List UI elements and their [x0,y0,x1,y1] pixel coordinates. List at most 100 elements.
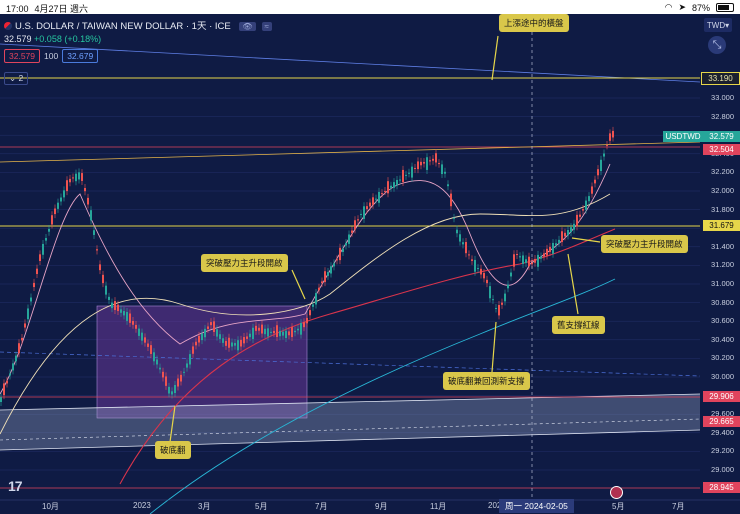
annotation-old-support[interactable]: 舊支撐紅線 [552,316,605,334]
candle-body [207,326,209,329]
candle-body [396,179,398,186]
candle-body [189,354,191,365]
candle-body [333,263,335,267]
candle-body [198,335,200,343]
tag-sup1: 29.906 [703,391,740,402]
candle-body [393,182,395,188]
trend-line-yellow [0,141,701,163]
wave-icon[interactable]: ≈ [261,22,272,31]
candle-body [327,272,329,276]
event-marker-icon[interactable] [610,486,623,499]
candle-body [0,397,2,402]
candle-body [297,328,299,331]
price-chart[interactable] [0,14,740,514]
crosshair-date: 周一 2024-02-05 [499,499,574,513]
candle-body [522,255,524,265]
candle-body [279,330,281,337]
status-bar: 17:00 4月27日 週六 ◠ ➤ 87% [0,0,740,14]
annotation-breakout2[interactable]: 突破壓力主升段開啟 [601,235,688,253]
chevron-down-icon: ▾ [725,20,730,30]
candle-body [318,287,320,291]
candle-body [123,311,125,316]
candle-body [537,254,539,267]
candle-body [63,190,65,198]
candle-body [414,167,416,169]
candle-body [426,157,428,170]
battery-text: 87% [691,2,710,13]
candle-body [474,259,476,272]
blue-dashed-line [0,351,701,377]
candle-body [462,242,464,245]
candle-body [510,272,512,277]
candle-body [249,333,251,338]
candle-body [555,243,557,246]
candle-body [591,186,593,194]
candle-body [201,333,203,341]
x-tick-label: 2024 [488,501,506,510]
ask-button[interactable]: 32.679 [62,49,99,63]
candle-body [381,193,383,195]
candle-body [456,229,458,234]
support-line-dashed [0,418,701,441]
candle-body [267,328,269,337]
candle-body [21,337,23,341]
candle-body [597,169,599,176]
candle-body [486,279,488,284]
candle-body [141,332,143,341]
annotation-retest[interactable]: 破底翻兼回測新支撐 [443,372,530,390]
candle-body [492,299,494,301]
status-time: 17:00 [6,4,29,14]
y-tick-label: 33.000 [711,93,734,102]
candle-body [417,161,419,170]
candle-body [447,184,449,187]
candle-body [387,181,389,194]
candle-body [225,340,227,346]
candle-body [114,301,116,311]
annotation-bottom[interactable]: 破底翻 [155,441,191,459]
bid-button[interactable]: 32.579 [4,49,40,63]
candle-body [24,323,26,328]
currency-button[interactable]: TWD ▾ [704,18,732,32]
eye-icon[interactable]: 👁 [239,22,256,31]
candle-body [105,285,107,295]
candle-body [6,380,8,384]
candle-body [135,324,137,329]
annotation-breakout1[interactable]: 突破壓力主升段開啟 [201,254,288,272]
y-tick-label: 31.800 [711,204,734,214]
candle-body [264,328,266,335]
candle-body [72,177,74,179]
symbol-header[interactable]: U.S. DOLLAR / TAIWAN NEW DOLLAR · 1天 · I… [4,18,272,32]
y-tick-label: 32.800 [711,111,734,121]
candle-body [108,296,110,300]
candle-body [39,254,41,262]
candle-body [546,248,548,256]
candle-body [519,256,521,258]
last-price: 32.579 [4,34,32,44]
candle-body [600,159,602,172]
candle-body [138,328,140,336]
candle-body [459,234,461,242]
candle-body [252,327,254,340]
candle-body [582,209,584,211]
candle-body [237,340,239,351]
wifi-icon: ◠ [664,2,673,12]
tag-sup2: 29.665 [703,416,740,427]
collapse-indicators-button[interactable]: ⌄ 2 [4,72,29,85]
candle-body [423,162,425,164]
candle-body [273,330,275,334]
chevron-down-icon: ⌄ [9,73,17,83]
candle-body [543,253,545,257]
candle-body [483,272,485,279]
candle-body [294,330,296,333]
annotation-top[interactable]: 上漲途中的橫盤 [499,14,569,32]
y-tick-label: 29.400 [711,427,734,437]
candle-body [81,173,83,181]
candle-body [111,302,113,309]
candle-body [609,133,611,141]
candle-body [564,232,566,237]
arrow-top [491,35,499,81]
expand-icon[interactable]: ⤡ [708,36,726,54]
candle-body [234,343,236,346]
candle-body [246,336,248,339]
candle-body [351,230,353,233]
